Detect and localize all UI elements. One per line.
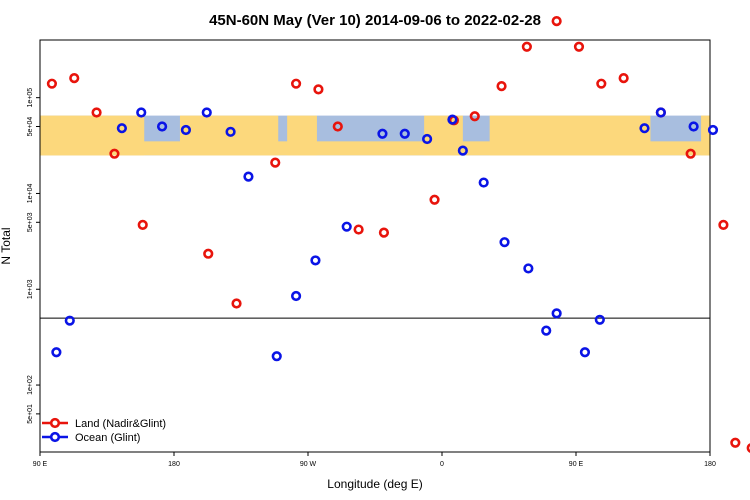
data-point [270, 157, 281, 168]
data-point [746, 443, 750, 453]
data-point [290, 78, 302, 89]
data-point [596, 78, 607, 89]
map-land [701, 115, 710, 156]
data-point [573, 41, 585, 52]
data-point [688, 121, 699, 132]
data-point [231, 298, 242, 309]
data-point [551, 308, 562, 319]
data-point [341, 221, 352, 232]
data-point [243, 171, 254, 182]
x-tick-label: 90 W [300, 461, 317, 468]
map-land [40, 141, 710, 156]
data-point [353, 224, 364, 235]
data-point [378, 227, 390, 238]
data-point [429, 194, 440, 205]
data-point [521, 41, 532, 52]
data-point [655, 107, 666, 118]
plot-frame [39, 39, 711, 453]
y-tick-label: 5e+01 [27, 404, 34, 424]
x-tick-label: 0 [440, 461, 444, 468]
data-point [499, 237, 510, 248]
data-point [46, 78, 58, 89]
y-tick-label: 5e+03 [27, 212, 34, 232]
data-point [109, 148, 120, 159]
data-point [618, 73, 629, 84]
data-point [707, 124, 719, 136]
legend-label: Ocean (Glint) [75, 432, 140, 444]
data-point [730, 437, 741, 448]
x-axis-title: Longitude (deg E) [327, 477, 422, 491]
data-point [310, 255, 321, 266]
data-point [156, 121, 168, 132]
series-land [46, 16, 750, 453]
data-point [225, 126, 236, 137]
x-tick-label: 90 E [569, 461, 584, 468]
data-point [51, 347, 62, 358]
data-point [685, 148, 696, 159]
data-point [457, 145, 468, 156]
legend-marker [49, 431, 61, 443]
y-axis: 5e+01 1e+02 1e+03 5e+03 1e+04 5e+04 1e+05 [27, 88, 40, 424]
data-point [399, 128, 410, 139]
data-point [541, 325, 552, 336]
legend: Land (Nadir&Glint) Ocean (Glint) [42, 417, 166, 444]
data-point [718, 219, 729, 230]
x-axis: 90 E 180 90 W 0 90 E 180 [33, 452, 716, 468]
plot-border [39, 39, 711, 453]
data-point [639, 123, 650, 134]
data-point [422, 133, 433, 145]
y-tick-label: 1e+04 [27, 184, 34, 204]
data-point [180, 124, 192, 136]
data-point [271, 351, 282, 362]
data-point [116, 123, 127, 134]
chart-title: 45N-60N May (Ver 10) 2014-09-06 to 2022-… [209, 12, 541, 29]
data-point [64, 315, 75, 326]
y-axis-title: N Total [0, 227, 13, 264]
data-point [579, 347, 591, 358]
data-point [594, 314, 605, 325]
data-point [91, 107, 102, 118]
series-ocean [51, 107, 719, 362]
data-points [46, 16, 750, 453]
x-tick-label: 90 E [33, 461, 48, 468]
data-point [69, 73, 80, 84]
data-point [377, 128, 388, 139]
data-point [551, 16, 562, 27]
y-tick-label: 1e+02 [27, 375, 34, 395]
data-point [137, 219, 148, 230]
data-point [201, 107, 212, 118]
x-tick-label: 180 [704, 461, 716, 468]
world-map-band [40, 115, 710, 156]
data-point [136, 107, 147, 118]
x-tick-label: 180 [168, 461, 180, 468]
data-point [478, 177, 489, 188]
legend-label: Land (Nadir&Glint) [75, 418, 166, 430]
y-tick-label: 1e+05 [27, 88, 34, 108]
data-point [203, 248, 214, 259]
y-tick-label: 1e+03 [27, 279, 34, 299]
legend-marker [49, 417, 61, 429]
data-point [313, 84, 324, 95]
data-point [469, 111, 480, 122]
y-tick-label: 5e+04 [27, 117, 34, 137]
data-point [332, 121, 343, 132]
data-point [447, 114, 458, 125]
data-point [290, 290, 302, 302]
data-point [523, 263, 534, 274]
data-point [496, 81, 507, 92]
